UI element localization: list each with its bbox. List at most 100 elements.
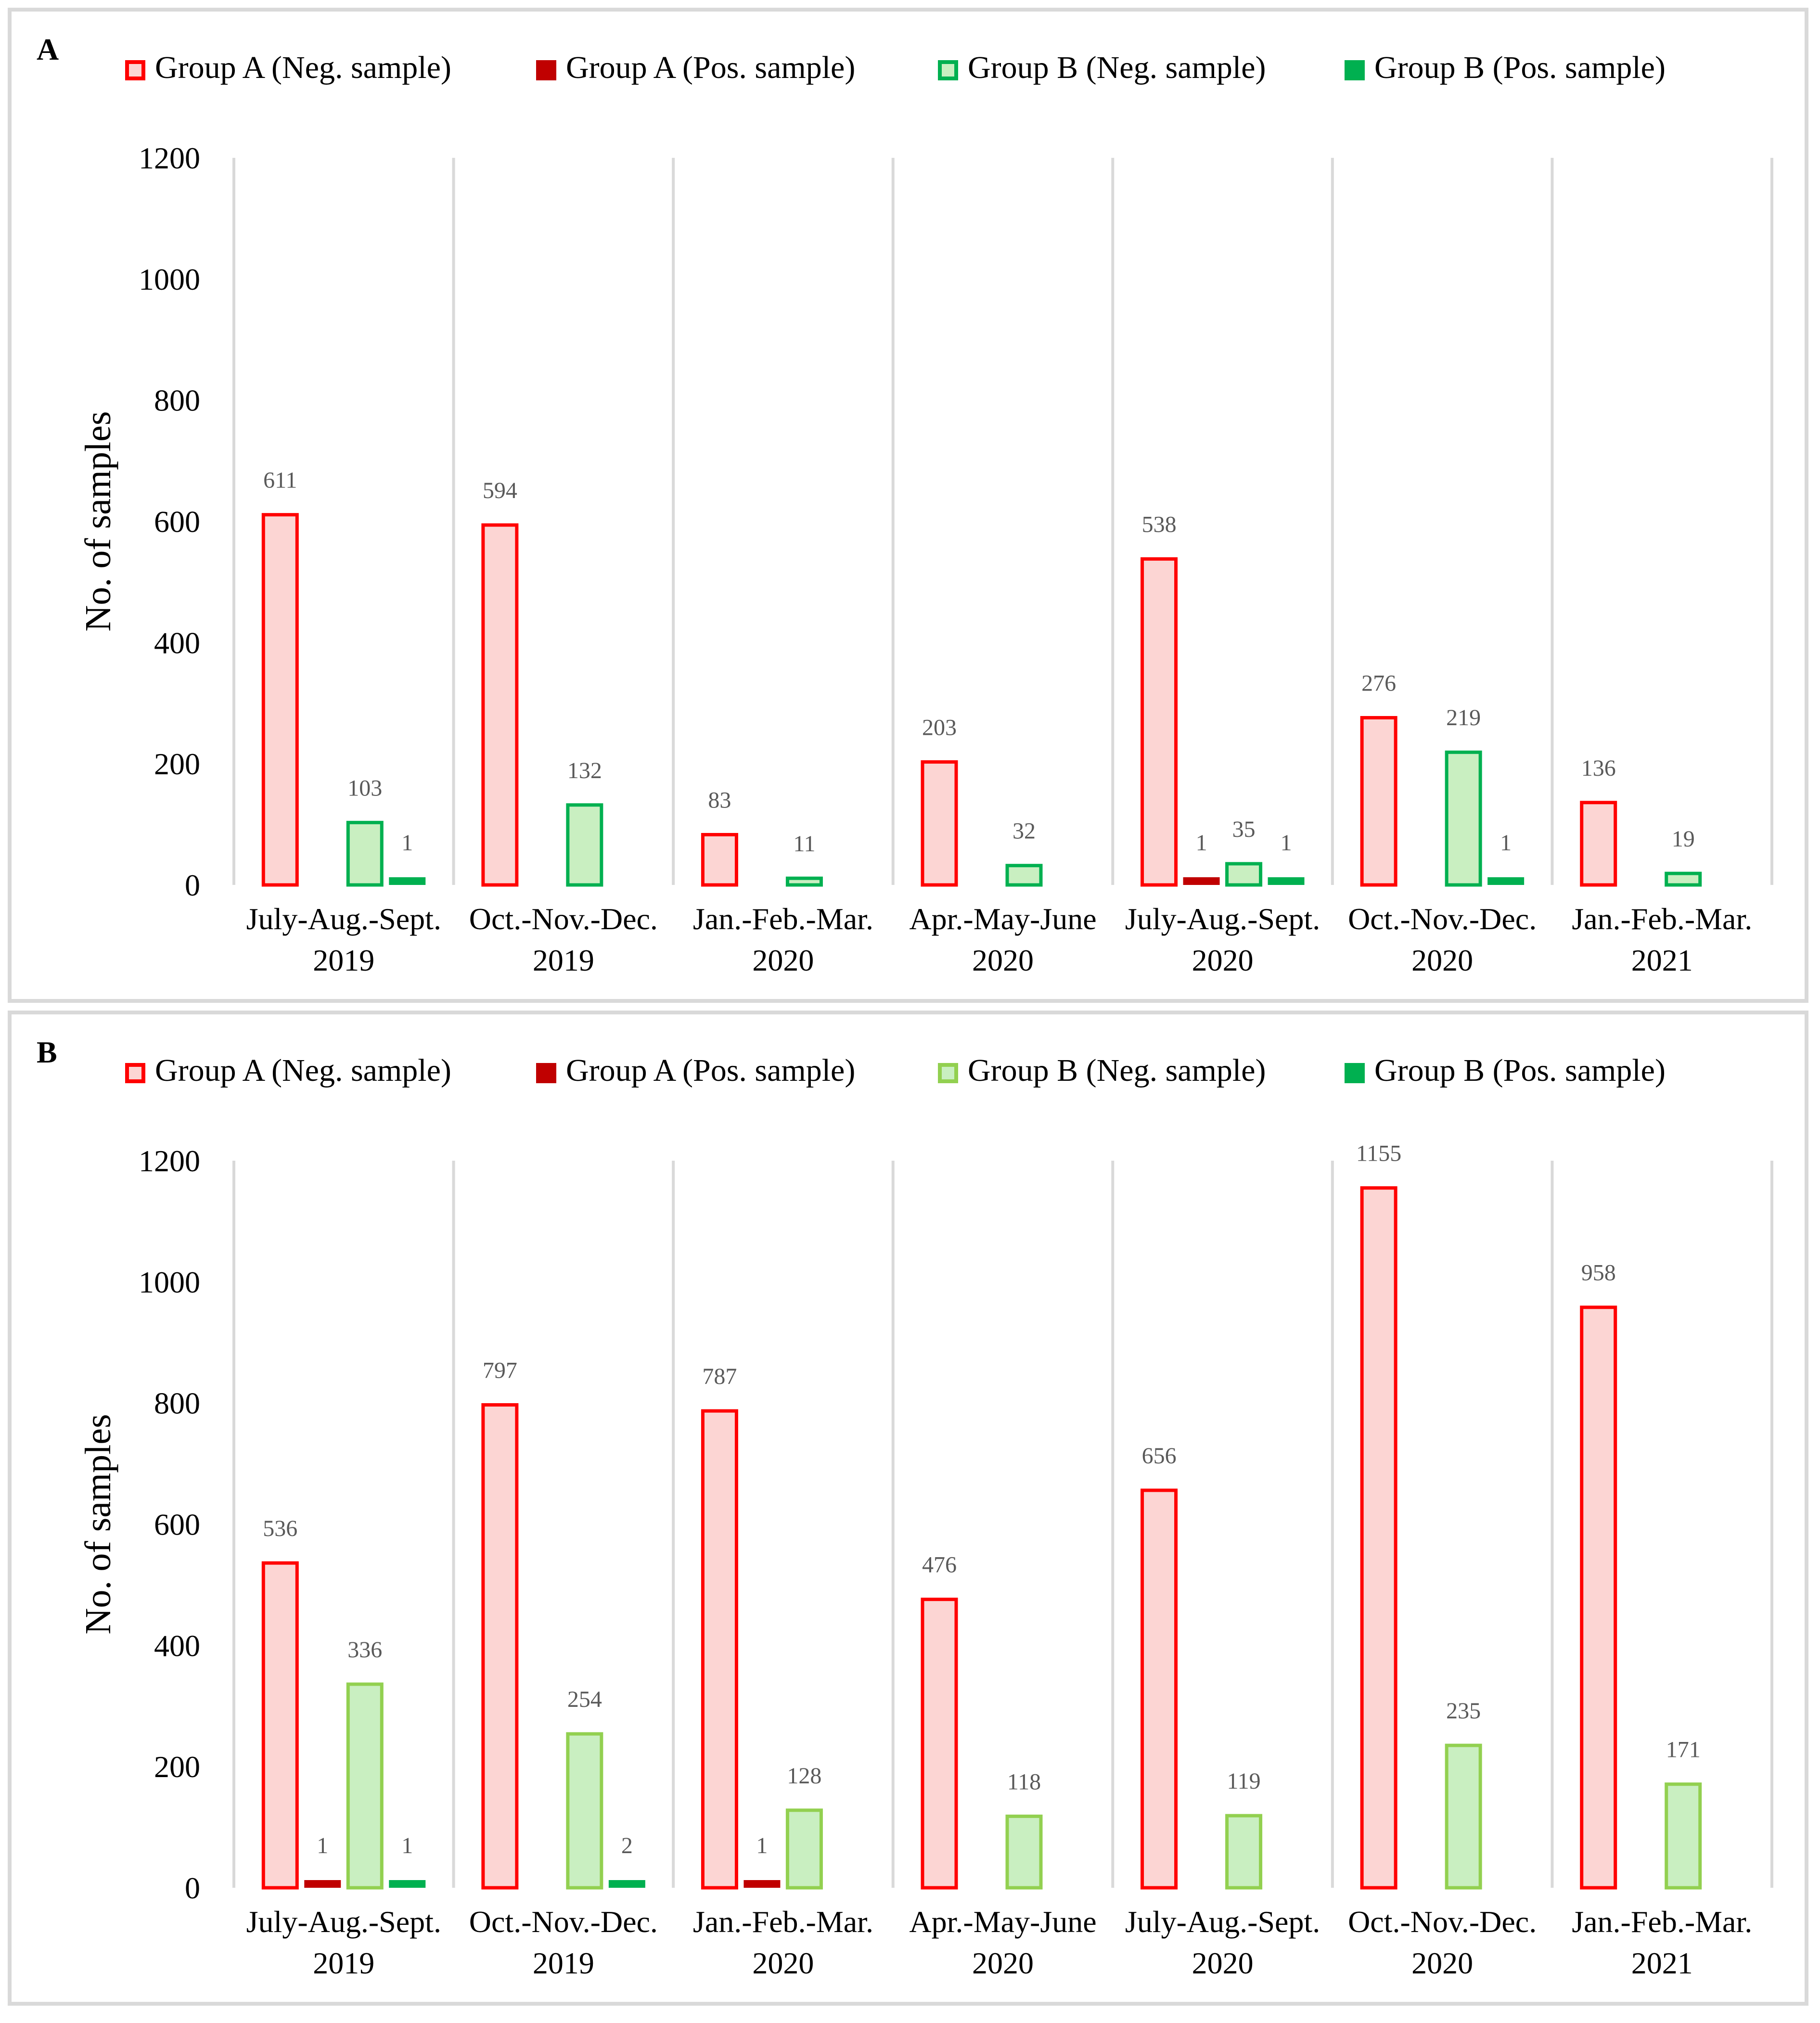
chart-b-legend-swatch <box>1345 1063 1365 1083</box>
chart-b-svg: B Group A (Neg. sample) Group A (Pos. samp… <box>37 1035 1773 1980</box>
chart-a-data-label: 32 <box>1013 819 1036 844</box>
chart-a-svg: A Group A (Neg. sample) Group A (Pos. samp… <box>37 32 1773 977</box>
chart-a-bar <box>481 523 519 887</box>
chart-b-x-tick-label: Jan.-Feb.-Mar. 2020 <box>693 1905 873 1980</box>
chart-b-bar <box>1005 1814 1043 1890</box>
chart-a-bar <box>1225 862 1263 887</box>
chart-b-data-label: 958 <box>1581 1260 1616 1286</box>
chart-a-legend-label: Group A (Pos. sample) <box>566 50 855 85</box>
chart-a-x-tick-line2: 2021 <box>1631 943 1693 977</box>
chart-panel-b: B Group A (Neg. sample) Group A (Pos. samp… <box>8 1011 1808 2006</box>
chart-b-data-label: 2 <box>621 1833 633 1858</box>
chart-a-x-tick-line2: 2019 <box>313 943 374 977</box>
chart-b-legend-swatch <box>125 1063 145 1083</box>
chart-a-bar <box>566 803 603 887</box>
chart-a-bar <box>389 877 426 885</box>
chart-b-y-tick-label: 200 <box>154 1750 200 1784</box>
chart-b-legend: Group A (Neg. sample) Group A (Pos. sampl… <box>125 1053 1666 1088</box>
chart-b-x-tick-line1: Jan.-Feb.-Mar. <box>1572 1905 1752 1939</box>
chart-a-legend-swatch <box>125 60 145 80</box>
chart-a-y-tick-label: 600 <box>154 505 200 539</box>
chart-a-x-tick-label: Jan.-Feb.-Mar. 2021 <box>1572 902 1752 977</box>
chart-b-y-tick-label: 600 <box>154 1508 200 1542</box>
chart-a-bar <box>1445 750 1482 887</box>
chart-a-bar <box>346 820 384 887</box>
chart-a-data-label: 538 <box>1142 512 1177 538</box>
chart-b-x-tick-line1: Jan.-Feb.-Mar. <box>693 1905 873 1939</box>
chart-b-y-axis-title: No. of samples <box>78 1414 118 1634</box>
chart-b-bar <box>1580 1306 1617 1890</box>
chart-a-bar <box>1487 877 1525 885</box>
chart-b-legend-label: Group A (Pos. sample) <box>566 1053 855 1088</box>
chart-a-bar <box>921 760 958 887</box>
chart-b-bar <box>1141 1488 1178 1890</box>
chart-a-x-tick-line1: Apr.-May-June <box>909 902 1096 936</box>
chart-b-x-tick-label: July-Aug.-Sept. 2019 <box>246 1905 441 1980</box>
chart-a-y-axis-title: No. of samples <box>78 411 118 631</box>
chart-a-data-label: 594 <box>483 478 517 503</box>
chart-a-data-label: 83 <box>708 787 731 813</box>
chart-b-y-tick-label: 400 <box>154 1628 200 1663</box>
chart-b-bar <box>608 1880 645 1888</box>
chart-b-bar <box>566 1732 603 1890</box>
chart-b-data-label: 476 <box>922 1552 957 1578</box>
chart-a-bar <box>261 513 299 887</box>
chart-b-legend-item: Group B (Neg. sample) <box>938 1053 1266 1088</box>
chart-a-x-tick-label: Jan.-Feb.-Mar. 2020 <box>693 902 873 977</box>
chart-b-bar <box>1360 1186 1397 1890</box>
chart-b-legend-item: Group A (Neg. sample) <box>125 1053 451 1088</box>
chart-b-bar <box>1445 1743 1482 1890</box>
chart-a-x-tick-line2: 2020 <box>752 943 814 977</box>
chart-a-x-tick-line2: 2020 <box>1411 943 1473 977</box>
chart-b-y-tick-label: 1200 <box>139 1144 200 1178</box>
chart-a-y-tick-label: 1200 <box>139 141 200 175</box>
chart-b-x-tick-line2: 2020 <box>752 1946 814 1980</box>
chart-b-bar <box>701 1409 738 1890</box>
chart-b-legend-label: Group B (Neg. sample) <box>968 1053 1266 1088</box>
chart-b-x-tick-line1: Oct.-Nov.-Dec. <box>1348 1905 1537 1939</box>
chart-a-legend-item: Group A (Neg. sample) <box>125 50 451 85</box>
chart-a-y-tick-label: 200 <box>154 747 200 781</box>
chart-a-legend-item: Group B (Pos. sample) <box>1345 50 1666 85</box>
chart-b-x-tick-line2: 2020 <box>972 1946 1034 1980</box>
chart-a-x-tick-line1: July-Aug.-Sept. <box>1125 902 1320 936</box>
chart-b-legend-label: Group A (Neg. sample) <box>155 1053 451 1088</box>
chart-a-bar <box>1183 877 1220 885</box>
chart-a-data-label: 136 <box>1581 755 1616 781</box>
chart-a-data-label: 276 <box>1361 670 1396 696</box>
chart-a-y-tick-label: 0 <box>185 868 200 902</box>
chart-a-bar <box>1665 871 1702 887</box>
chart-b-data-label: 118 <box>1007 1769 1041 1794</box>
chart-a-bar <box>1580 801 1617 887</box>
chart-b-legend-swatch <box>536 1063 556 1083</box>
chart-a-bar <box>785 876 823 887</box>
chart-a-x-tick-label: Oct.-Nov.-Dec. 2019 <box>469 902 658 977</box>
chart-b-x-tick-line2: 2021 <box>1631 1946 1693 1980</box>
chart-b-data-label: 235 <box>1446 1698 1481 1724</box>
chart-a-legend-swatch <box>536 60 556 80</box>
chart-b-x-tick-label: Oct.-Nov.-Dec. 2020 <box>1348 1905 1537 1980</box>
chart-b-x-tick-line1: Apr.-May-June <box>909 1905 1096 1939</box>
chart-b-data-label: 797 <box>483 1357 517 1383</box>
chart-b-legend-swatch <box>938 1063 958 1083</box>
chart-b-x-tick-line2: 2020 <box>1192 1946 1254 1980</box>
chart-b-bar <box>743 1880 781 1888</box>
chart-b-x-tick-label: Apr.-May-June 2020 <box>909 1905 1096 1980</box>
chart-a-x-tick-line1: Jan.-Feb.-Mar. <box>693 902 873 936</box>
chart-a-legend-swatch <box>1345 60 1365 80</box>
chart-a-data-label: 132 <box>567 758 602 783</box>
chart-a-x-tick-label: July-Aug.-Sept. 2019 <box>246 902 441 977</box>
chart-b-x-tick-line2: 2020 <box>1411 1946 1473 1980</box>
chart-b-data-label: 1155 <box>1356 1141 1401 1166</box>
chart-a-legend-item: Group A (Pos. sample) <box>536 50 855 85</box>
chart-a-x-tick-label: Oct.-Nov.-Dec. 2020 <box>1348 902 1537 977</box>
chart-b-x-tick-line1: July-Aug.-Sept. <box>1125 1905 1320 1939</box>
chart-a-bar <box>701 832 738 887</box>
chart-b-legend-label: Group B (Pos. sample) <box>1374 1053 1666 1088</box>
chart-b-bar <box>1225 1814 1263 1890</box>
chart-b-bar <box>346 1682 384 1890</box>
chart-b-data-label: 656 <box>1142 1443 1177 1469</box>
chart-a-data-label: 219 <box>1446 705 1481 730</box>
chart-a-bar <box>1005 864 1043 887</box>
chart-a-y-tick-label: 400 <box>154 626 200 660</box>
